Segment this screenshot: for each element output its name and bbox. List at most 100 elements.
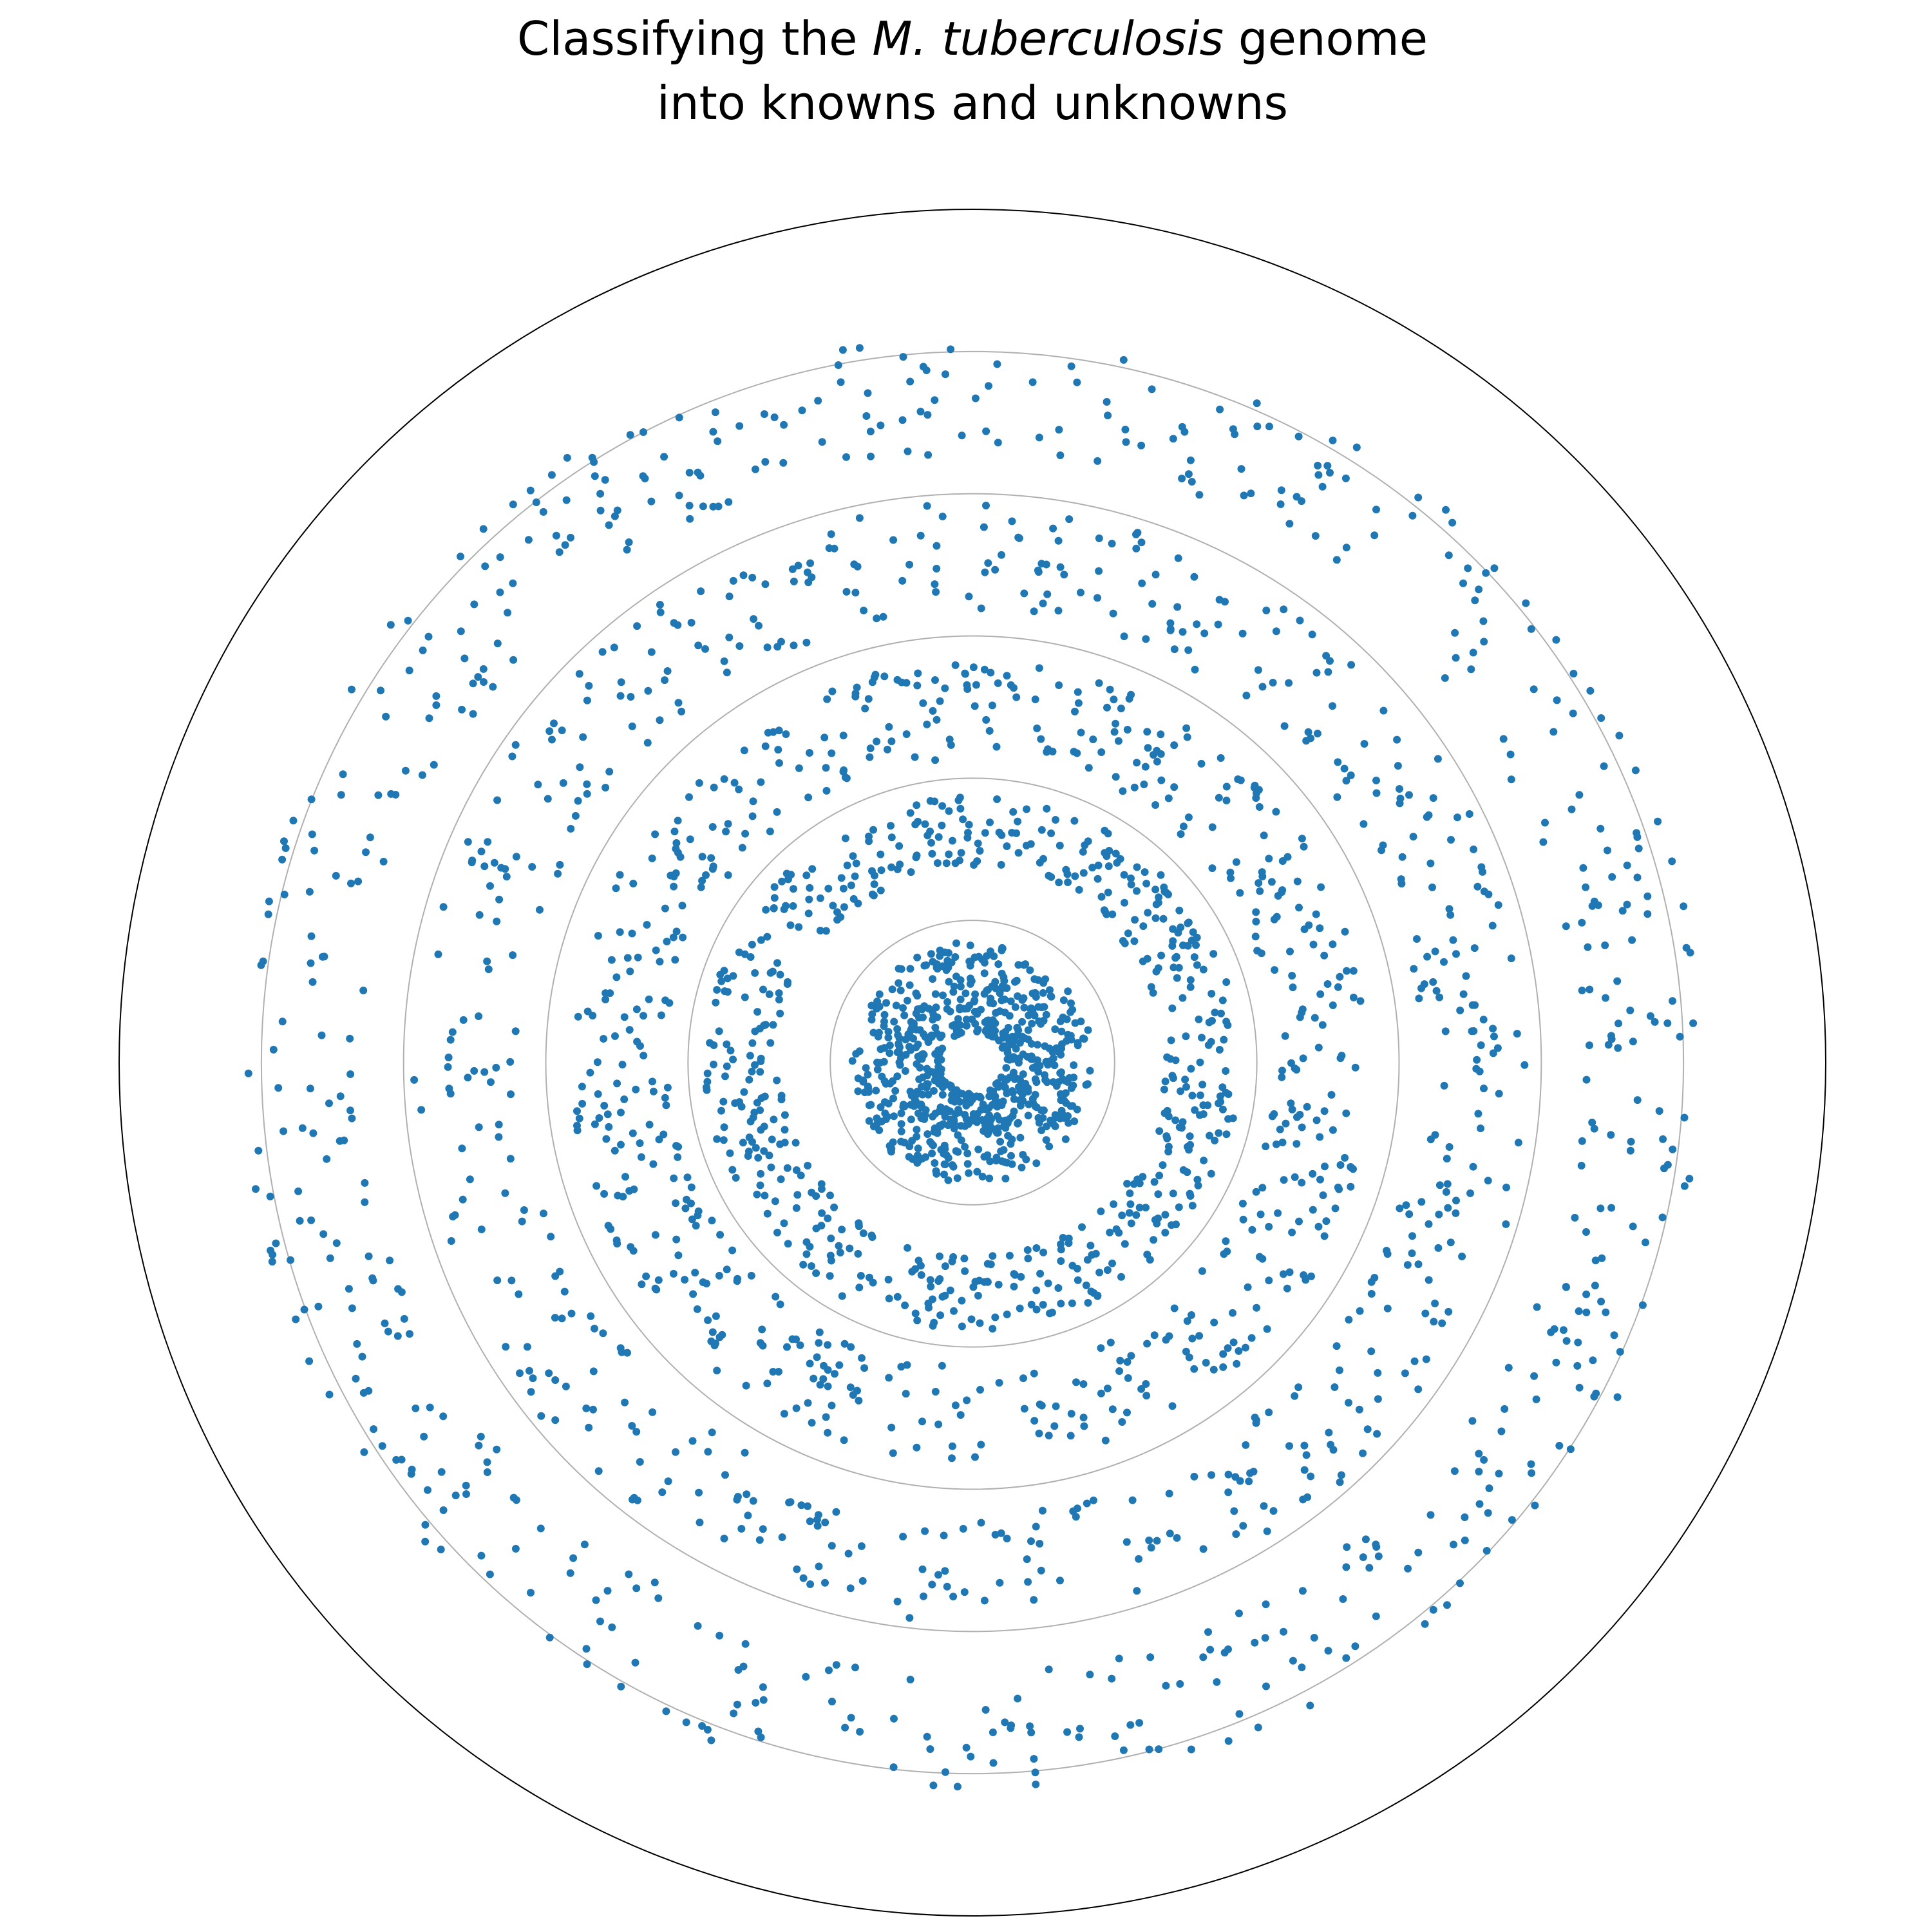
scatter-point-ring-5 [1638, 1301, 1647, 1309]
scatter-point-ring-4 [1166, 1530, 1174, 1538]
scatter-point-ring-3 [1329, 940, 1337, 949]
scatter-point-ring-2 [762, 905, 770, 914]
scatter-point-ring-5 [596, 506, 605, 515]
scatter-point-ring-2 [719, 1136, 728, 1144]
scatter-point-ring-5 [867, 452, 875, 460]
scatter-point-ring-3 [772, 1293, 780, 1301]
scatter-point-ring-2 [857, 1272, 865, 1280]
scatter-point-ring-3 [611, 1032, 619, 1040]
radial-gridlines [260, 350, 1685, 1775]
scatter-point-ring-2 [929, 1321, 937, 1330]
scatter-point-ring-5 [1586, 1041, 1593, 1050]
scatter-point-ring-5 [603, 1587, 612, 1595]
scatter-point-ring-3 [1188, 1311, 1195, 1319]
scatter-point-ring-5 [685, 502, 694, 510]
scatter-point-ring-1 [1059, 1091, 1068, 1099]
scatter-point-ring-3 [617, 1108, 625, 1117]
scatter-point-ring-1 [1007, 997, 1015, 1005]
scatter-point-ring-1 [872, 1086, 880, 1095]
scatter-point-ring-5 [1135, 1719, 1144, 1727]
scatter-point-ring-5 [496, 588, 504, 596]
scatter-point-ring-3 [855, 1396, 863, 1405]
scatter-point-ring-2 [839, 884, 848, 893]
scatter-point-ring-4 [459, 1016, 468, 1024]
scatter-point-ring-5 [504, 609, 512, 617]
scatter-point-ring-1 [1009, 1112, 1017, 1120]
scatter-point-ring-3 [1157, 730, 1165, 739]
scatter-point-ring-5 [1414, 1548, 1423, 1557]
scatter-point-ring-5 [1063, 1728, 1072, 1736]
scatter-point-ring-4 [977, 604, 985, 612]
scatter-point-ring-5 [1145, 1745, 1153, 1754]
scatter-point-ring-2 [756, 1068, 764, 1076]
scatter-point-ring-1 [1047, 992, 1056, 1001]
scatter-point-ring-2 [1199, 1101, 1208, 1110]
scatter-point-ring-2 [765, 1151, 773, 1160]
scatter-point-ring-4 [502, 1343, 510, 1351]
scatter-point-ring-3 [1338, 1052, 1346, 1060]
scatter-point-ring-3 [681, 1276, 689, 1284]
scatter-point-ring-5 [254, 1146, 263, 1155]
scatter-point-ring-4 [1190, 1472, 1198, 1481]
scatter-point-ring-1 [1068, 1005, 1077, 1014]
scatter-point-ring-3 [1123, 1358, 1132, 1366]
scatter-point-ring-4 [858, 1577, 867, 1585]
scatter-point-ring-2 [950, 1307, 958, 1315]
scatter-point-ring-4 [1135, 1555, 1143, 1563]
scatter-point-ring-1 [928, 1150, 936, 1158]
scatter-point-ring-1 [999, 1097, 1007, 1106]
scatter-point-ring-3 [1074, 688, 1082, 696]
scatter-point-ring-4 [1324, 668, 1332, 676]
scatter-point-ring-4 [984, 559, 992, 567]
scatter-point-ring-5 [379, 857, 388, 866]
scatter-point-ring-2 [1117, 1273, 1125, 1281]
scatter-point-ring-3 [578, 1099, 587, 1108]
scatter-point-ring-3 [1318, 1021, 1327, 1029]
scatter-point-ring-3 [1153, 757, 1161, 766]
scatter-point-ring-5 [1475, 1500, 1484, 1508]
scatter-point-ring-3 [1260, 831, 1268, 840]
scatter-point-ring-1 [974, 1145, 983, 1153]
scatter-point-ring-1 [946, 1007, 954, 1016]
scatter-point-ring-5 [1262, 1600, 1270, 1609]
scatter-point-ring-1 [1018, 1163, 1026, 1171]
scatter-point-ring-2 [1044, 1279, 1052, 1287]
scatter-point-ring-1 [946, 1119, 954, 1128]
scatter-point-ring-4 [1030, 1596, 1038, 1604]
scatter-point-ring-5 [967, 1752, 975, 1761]
scatter-point-ring-4 [1374, 1368, 1382, 1377]
scatter-point-ring-5 [1329, 436, 1337, 444]
scatter-point-ring-4 [725, 592, 734, 601]
scatter-point-ring-3 [683, 1173, 692, 1182]
scatter-point-ring-3 [969, 663, 978, 672]
scatter-point-ring-4 [1332, 1342, 1341, 1350]
scatter-point-ring-4 [1345, 1316, 1353, 1324]
scatter-point-ring-2 [1014, 817, 1022, 826]
scatter-point-ring-3 [804, 793, 813, 802]
scatter-point-ring-1 [1049, 1120, 1057, 1128]
scatter-point-ring-3 [1127, 1352, 1135, 1360]
scatter-point-ring-3 [1033, 724, 1041, 732]
scatter-point-ring-1 [1000, 1121, 1009, 1130]
scatter-point-ring-5 [1056, 451, 1065, 459]
scatter-point-ring-3 [804, 1399, 812, 1407]
scatter-point-ring-4 [628, 722, 636, 730]
scatter-point-ring-2 [1059, 1234, 1067, 1242]
scatter-point-ring-2 [770, 1115, 778, 1124]
scatter-point-ring-5 [1604, 846, 1611, 855]
scatter-point-ring-2 [956, 804, 965, 813]
scatter-point-ring-3 [849, 1391, 857, 1399]
scatter-point-ring-2 [1184, 1142, 1191, 1151]
scatter-point-ring-4 [1471, 1001, 1479, 1009]
scatter-point-ring-2 [855, 1220, 863, 1228]
scatter-point-ring-1 [954, 1015, 962, 1023]
scatter-point-ring-1 [994, 1128, 1002, 1137]
scatter-point-ring-3 [663, 938, 671, 945]
scatter-point-ring-5 [942, 370, 949, 379]
scatter-point-ring-5 [906, 1676, 914, 1683]
scatter-point-ring-3 [1020, 1405, 1028, 1413]
scatter-point-ring-4 [1030, 607, 1038, 616]
scatter-point-ring-3 [678, 902, 687, 910]
scatter-point-ring-3 [1314, 1043, 1323, 1052]
scatter-point-ring-1 [1032, 1103, 1041, 1112]
